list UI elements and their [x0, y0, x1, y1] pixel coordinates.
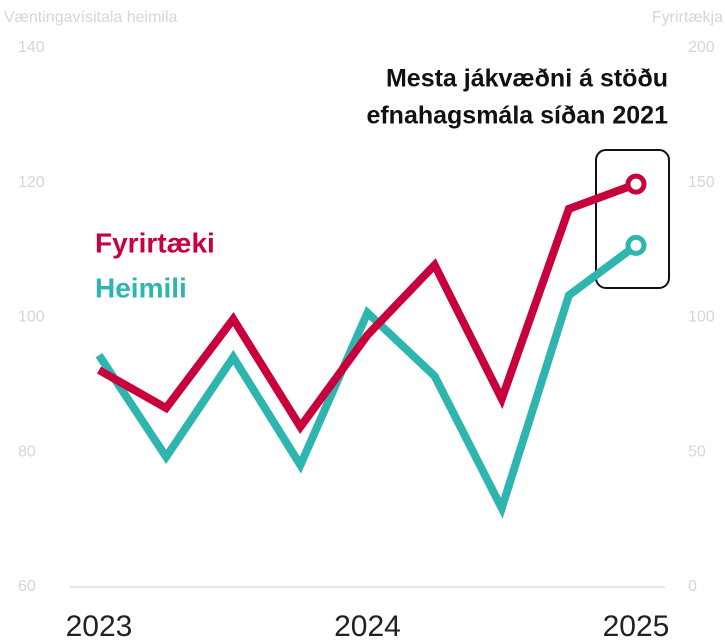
x-tick-label: 2023	[66, 610, 133, 643]
x-tick-label: 2024	[334, 610, 401, 643]
y-tick-label: 60	[18, 578, 36, 595]
y-tick-label: 100	[18, 309, 45, 326]
line	[97, 180, 638, 435]
y2-tick-label: 50	[688, 443, 706, 460]
y2-tick-label: 0	[688, 578, 697, 595]
y2-axis-title: Fyrirtækja	[652, 9, 723, 26]
y-tick-label: 80	[18, 443, 36, 460]
legend-label: Heimili	[95, 272, 187, 303]
y-tick-label: 120	[18, 174, 45, 191]
y-tick-label: 140	[18, 39, 45, 56]
y2-tick-label: 100	[688, 309, 715, 326]
y2-tick-label: 200	[688, 39, 715, 56]
annotation: Mesta jákvæðni á stöðu	[386, 65, 668, 93]
x-tick-label: 2025	[603, 610, 670, 643]
y2-tick-label: 150	[688, 174, 715, 191]
legend-label: Fyrirtæki	[95, 227, 215, 258]
end-marker	[625, 173, 647, 195]
y-axis-title: Væntingavísitala heimila	[4, 9, 178, 26]
end-marker	[625, 234, 647, 256]
annotation: efnahagsmála síðan 2021	[366, 102, 668, 130]
line	[95, 242, 639, 519]
highlight-box	[595, 149, 670, 289]
